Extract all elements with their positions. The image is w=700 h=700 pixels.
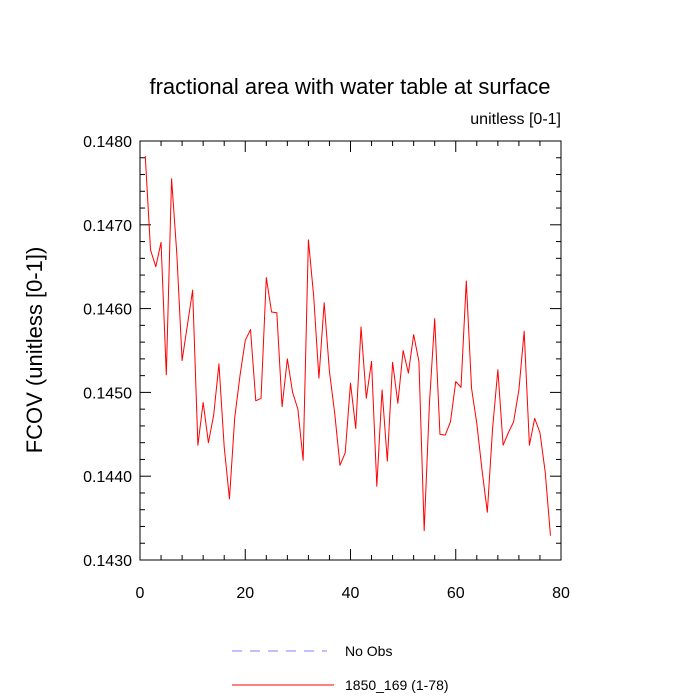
chart-title: fractional area with water table at surf… <box>149 74 550 99</box>
legend-label-no-obs: No Obs <box>345 643 392 659</box>
y-axis: 0.1430 0.1440 0.1450 0.1460 0.1470 0.1480 <box>83 134 561 570</box>
y-tick-label: 0.1480 <box>83 134 132 151</box>
y-tick-label: 0.1430 <box>83 553 132 570</box>
series-group <box>144 156 551 536</box>
x-tick-label: 40 <box>342 585 360 602</box>
series-line <box>144 156 551 536</box>
x-tick-label: 60 <box>447 585 465 602</box>
plot-frame <box>139 140 562 561</box>
x-tick-label: 0 <box>136 585 145 602</box>
legend-label-1850-169: 1850_169 (1-78) <box>345 677 449 693</box>
y-tick-label: 0.1470 <box>83 218 132 235</box>
x-axis: 0 20 40 60 80 <box>136 141 570 602</box>
x-tick-label: 80 <box>552 585 570 602</box>
minor-ticks <box>140 141 561 560</box>
y-tick-label: 0.1440 <box>83 469 132 486</box>
legend: No Obs 1850_169 (1-78) <box>232 643 449 693</box>
x-tick-label: 20 <box>236 585 254 602</box>
y-axis-label: FCOV (unitless [0-1]) <box>22 247 47 454</box>
units-label: unitless [0-1] <box>470 111 561 128</box>
y-tick-label: 0.1460 <box>83 302 132 319</box>
y-tick-label: 0.1450 <box>83 385 132 402</box>
